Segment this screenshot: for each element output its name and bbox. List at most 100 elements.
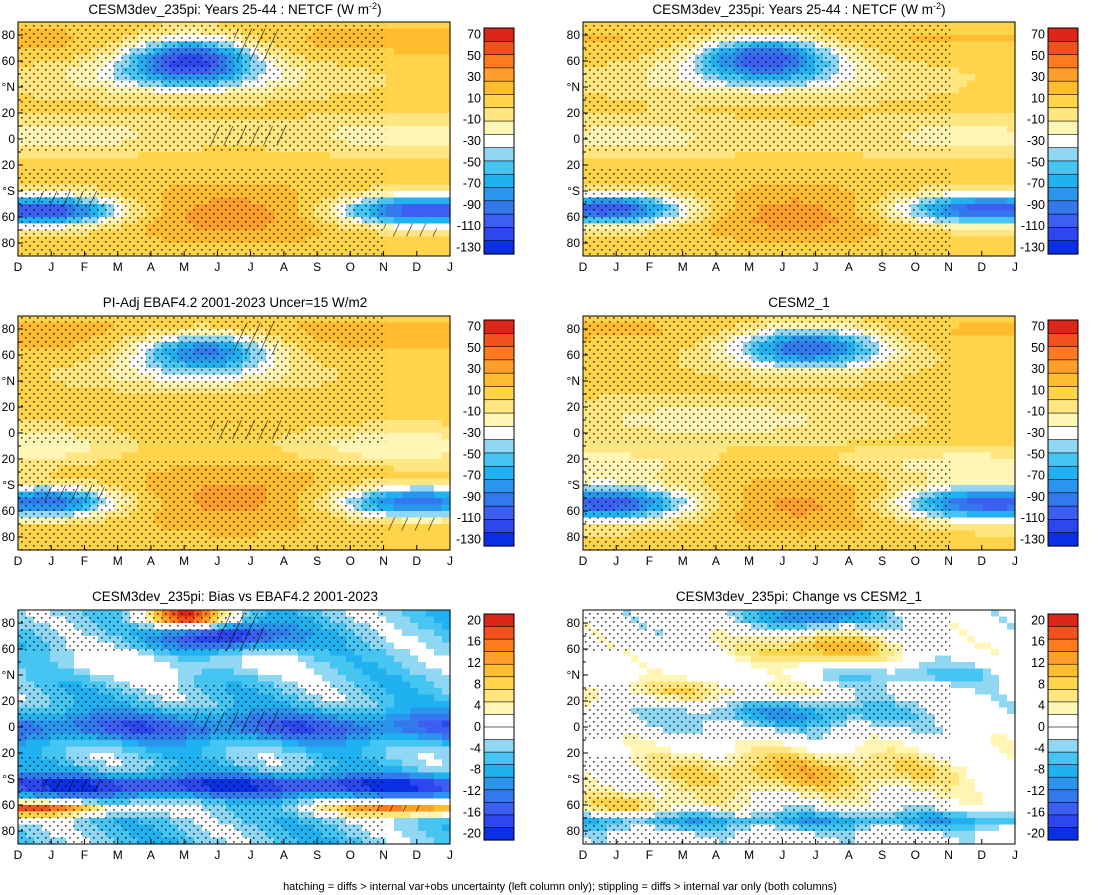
- heatmap-cell: [999, 126, 1008, 134]
- heatmap-cell: [426, 387, 435, 395]
- heatmap-cell: [959, 171, 968, 179]
- heatmap-cell: [442, 368, 451, 376]
- heatmap-cell: [386, 61, 395, 69]
- stippling-overlay: [18, 22, 386, 256]
- heatmap-cell: [402, 394, 411, 402]
- heatmap-cell: [394, 165, 403, 173]
- heatmap-cell: [967, 165, 976, 173]
- heatmap-cell: [1007, 100, 1016, 108]
- heatmap-cell: [959, 80, 968, 88]
- heatmap-cell: [711, 152, 720, 160]
- heatmap-cell: [402, 119, 411, 127]
- heatmap-cell: [386, 126, 395, 134]
- heatmap-cell: [410, 139, 419, 147]
- heatmap-cell: [631, 158, 640, 166]
- heatmap-cell: [426, 400, 435, 408]
- heatmap-cell: [1007, 139, 1016, 147]
- heatmap-cell: [959, 152, 968, 160]
- heatmap-cell: [426, 126, 435, 134]
- heatmap-cell: [386, 374, 395, 382]
- heatmap-cell: [394, 145, 403, 153]
- heatmap-cell: [418, 348, 427, 356]
- heatmap-cell: [991, 236, 1000, 244]
- heatmap-cell: [442, 165, 451, 173]
- heatmap-cell: [991, 67, 1000, 75]
- heatmap-cell: [759, 152, 768, 160]
- heatmap-cell: [1007, 54, 1016, 62]
- heatmap-cell: [402, 61, 411, 69]
- heatmap-cell: [983, 217, 992, 225]
- heatmap-cell: [855, 158, 864, 166]
- heatmap-cell: [394, 119, 403, 127]
- heatmap-cell: [735, 152, 744, 160]
- heatmap-cell: [951, 48, 960, 56]
- stipple-band: [583, 167, 951, 256]
- heatmap-cell: [639, 152, 648, 160]
- heatmap-cell: [1007, 28, 1016, 36]
- heatmap-cell: [647, 152, 656, 160]
- heatmap-cell: [991, 184, 1000, 192]
- heatmap-cell: [394, 28, 403, 36]
- heatmap-cell: [919, 158, 928, 166]
- heatmap-cell: [82, 158, 91, 166]
- heatmap-cell: [434, 387, 443, 395]
- heatmap-cell: [418, 210, 427, 218]
- heatmap-cell: [991, 204, 1000, 212]
- heatmap-cell: [951, 80, 960, 88]
- heatmap-cell: [615, 158, 624, 166]
- heatmap-cell: [442, 178, 451, 186]
- heatmap-cell: [434, 87, 443, 95]
- heatmap-cell: [663, 158, 672, 166]
- heatmap-cell: [394, 171, 403, 179]
- heatmap-cell: [983, 126, 992, 134]
- heatmap-cell: [234, 152, 243, 160]
- heatmap-cell: [991, 210, 1000, 218]
- heatmap-cell: [386, 197, 395, 205]
- heatmap-cell: [967, 171, 976, 179]
- heatmap-cell: [967, 22, 976, 30]
- heatmap-cell: [927, 152, 936, 160]
- heatmap-cell: [999, 158, 1008, 166]
- heatmap-cell: [1007, 22, 1016, 30]
- heatmap-cell: [975, 210, 984, 218]
- heatmap-cell: [999, 80, 1008, 88]
- heatmap-cell: [999, 35, 1008, 43]
- heatmap-cell: [418, 381, 427, 389]
- x-tick-label: S: [313, 260, 321, 274]
- heatmap-cell: [983, 54, 992, 62]
- heatmap-cell: [354, 158, 363, 166]
- heatmap-cell: [202, 152, 211, 160]
- heatmap-cell: [442, 210, 451, 218]
- heatmap-cell: [999, 191, 1008, 199]
- heatmap-cell: [975, 93, 984, 101]
- heatmap-cell: [991, 100, 1000, 108]
- heatmap-cell: [967, 152, 976, 160]
- heatmap-cell: [999, 67, 1008, 75]
- heatmap-cell: [895, 152, 904, 160]
- y-tick-label: 0: [8, 132, 15, 146]
- panel-title: CESM3dev_235pi: Years 25-44 : NETCF (W m…: [652, 1, 945, 17]
- heatmap-cell: [975, 74, 984, 82]
- heatmap-cell: [999, 87, 1008, 95]
- heatmap-cell: [426, 394, 435, 402]
- colorbar-label: -30: [1027, 134, 1045, 148]
- heatmap-cell: [34, 158, 43, 166]
- heatmap-cell: [258, 152, 267, 160]
- heatmap-cell: [418, 74, 427, 82]
- heatmap-cell: [967, 191, 976, 199]
- heatmap-cell: [983, 145, 992, 153]
- heatmap-cell: [386, 394, 395, 402]
- heatmap-cell: [442, 93, 451, 101]
- heatmap-cell: [426, 106, 435, 114]
- heatmap-cell: [26, 152, 35, 160]
- heatmap-cell: [442, 41, 451, 49]
- colorbar-swatch: [1047, 240, 1079, 255]
- heatmap-cell: [434, 61, 443, 69]
- heatmap-cell: [394, 139, 403, 147]
- heatmap-cell: [434, 41, 443, 49]
- heatmap-cell: [442, 87, 451, 95]
- heatmap-cell: [426, 413, 435, 421]
- heatmap-cell: [591, 158, 600, 166]
- heatmap-cell: [274, 158, 283, 166]
